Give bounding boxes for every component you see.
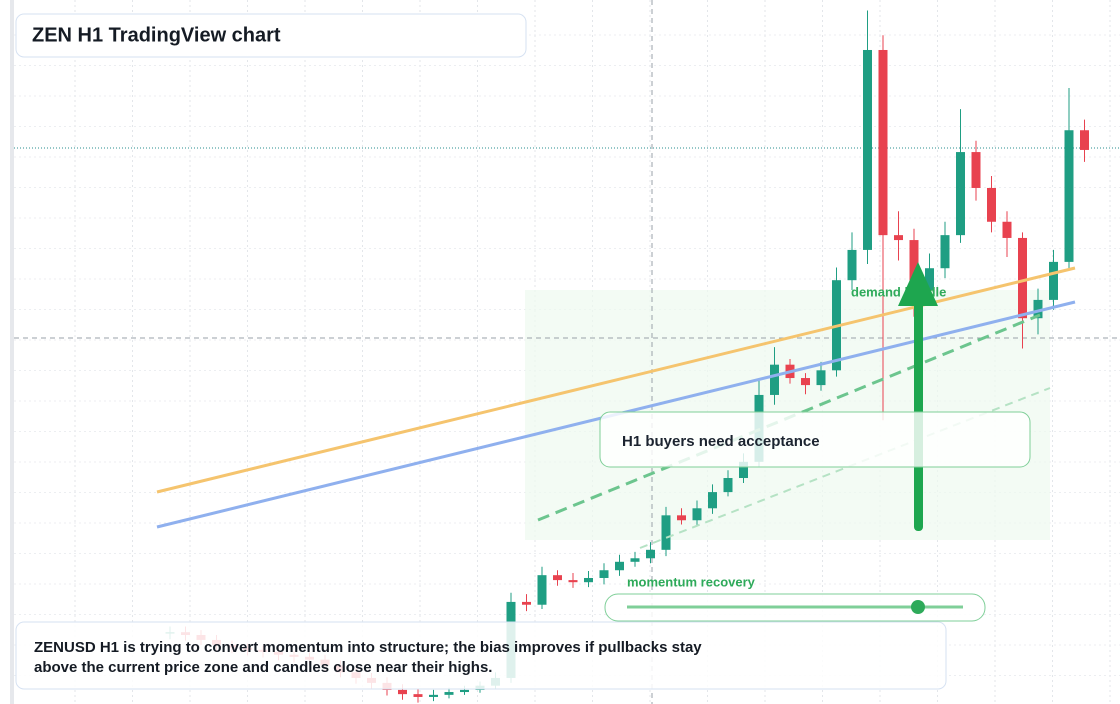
candle-body	[894, 235, 903, 241]
candle-body	[1033, 299, 1043, 319]
candle-body	[1018, 237, 1027, 319]
candle-body	[940, 235, 950, 269]
candle-body	[599, 570, 609, 578]
candle-body	[1002, 221, 1012, 238]
candle-body	[398, 689, 407, 695]
candle-body	[987, 187, 996, 222]
candle-body	[847, 249, 857, 281]
candle-body	[460, 689, 469, 693]
summary-line: ZENUSD H1 is trying to convert momentum …	[34, 639, 702, 656]
candle-body	[1049, 261, 1058, 300]
candle-body	[692, 508, 702, 521]
slider-knob[interactable]	[911, 600, 925, 614]
title-box	[15, 13, 527, 58]
candle-body	[553, 575, 562, 581]
candle-body	[909, 240, 919, 291]
summary-line: above the current price zone and candles…	[34, 659, 492, 676]
candle-body	[816, 370, 826, 386]
left-edge	[10, 0, 14, 704]
candle-body	[1080, 130, 1089, 150]
candle-body	[739, 461, 748, 479]
candle-body	[956, 152, 965, 236]
candle-body	[646, 549, 655, 559]
candle-body	[925, 268, 934, 291]
slider-label: momentum recovery	[627, 574, 756, 589]
candle-body	[444, 692, 454, 695]
callout-box	[599, 411, 1031, 468]
candle-body	[661, 515, 671, 550]
candle-body	[723, 478, 733, 493]
candle-body	[429, 694, 438, 697]
candle-body	[770, 364, 779, 395]
candle-body	[801, 378, 810, 386]
arrow-head	[898, 262, 938, 306]
candle-body	[863, 49, 872, 250]
candle-body	[630, 558, 640, 562]
chart-title: ZEN H1 TradingView chart	[32, 24, 281, 46]
candle-body	[584, 577, 593, 583]
summary-box	[15, 621, 947, 690]
candle-body	[878, 49, 888, 236]
candle-body	[708, 492, 717, 509]
candle-body	[1064, 130, 1074, 262]
candle-body	[568, 580, 578, 583]
candle-body	[677, 515, 686, 521]
candle-body	[971, 152, 981, 188]
candle-body	[615, 561, 624, 571]
candle-body	[413, 694, 423, 697]
callout-text: H1 buyers need acceptance	[622, 433, 820, 450]
candle-body	[522, 601, 531, 605]
candle-body	[537, 575, 547, 605]
